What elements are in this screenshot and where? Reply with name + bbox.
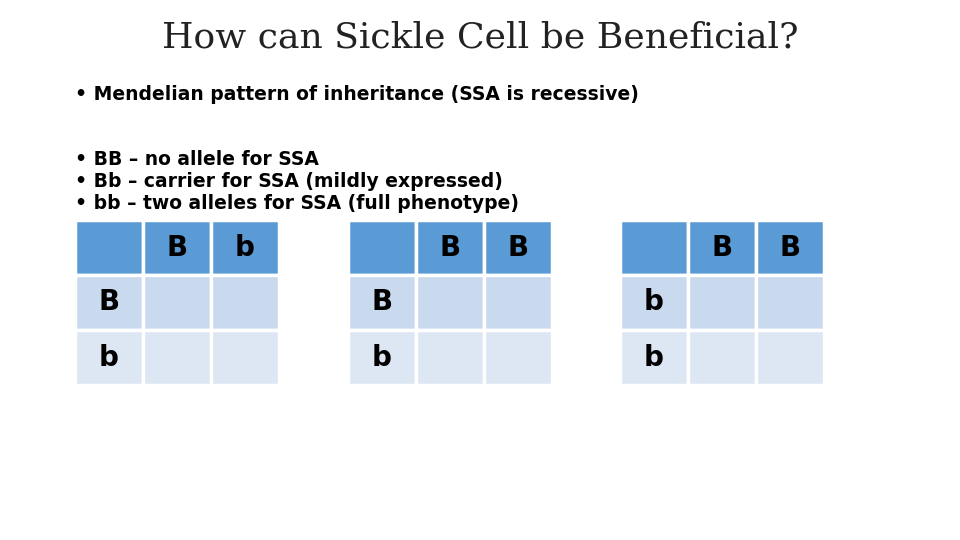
- Text: B: B: [99, 288, 120, 316]
- Bar: [211, 275, 279, 330]
- Bar: [620, 330, 688, 385]
- Bar: [143, 330, 211, 385]
- Text: • BB – no allele for SSA: • BB – no allele for SSA: [75, 150, 319, 169]
- Bar: [75, 220, 143, 275]
- Text: b: b: [99, 343, 119, 372]
- Bar: [756, 220, 824, 275]
- Text: b: b: [644, 288, 664, 316]
- Bar: [688, 275, 756, 330]
- Text: How can Sickle Cell be Beneficial?: How can Sickle Cell be Beneficial?: [161, 20, 799, 54]
- Text: • Mendelian pattern of inheritance (SSA is recessive): • Mendelian pattern of inheritance (SSA …: [75, 85, 638, 104]
- Bar: [348, 330, 416, 385]
- Text: B: B: [780, 233, 801, 261]
- Text: b: b: [372, 343, 392, 372]
- Bar: [416, 330, 484, 385]
- Bar: [416, 220, 484, 275]
- Bar: [688, 330, 756, 385]
- Text: B: B: [508, 233, 529, 261]
- Bar: [143, 220, 211, 275]
- Text: • bb – two alleles for SSA (full phenotype): • bb – two alleles for SSA (full phenoty…: [75, 194, 519, 213]
- Text: b: b: [235, 233, 255, 261]
- Bar: [756, 275, 824, 330]
- Bar: [211, 220, 279, 275]
- Bar: [75, 330, 143, 385]
- Bar: [143, 275, 211, 330]
- Bar: [620, 275, 688, 330]
- Text: B: B: [440, 233, 461, 261]
- Bar: [620, 220, 688, 275]
- Bar: [484, 275, 552, 330]
- Text: B: B: [372, 288, 393, 316]
- Bar: [416, 275, 484, 330]
- Bar: [484, 220, 552, 275]
- Bar: [211, 330, 279, 385]
- Text: B: B: [166, 233, 187, 261]
- Bar: [484, 330, 552, 385]
- Bar: [348, 220, 416, 275]
- Text: • Bb – carrier for SSA (mildly expressed): • Bb – carrier for SSA (mildly expressed…: [75, 172, 503, 191]
- Text: B: B: [711, 233, 732, 261]
- Bar: [688, 220, 756, 275]
- Text: b: b: [644, 343, 664, 372]
- Bar: [756, 330, 824, 385]
- Bar: [75, 275, 143, 330]
- Bar: [348, 275, 416, 330]
